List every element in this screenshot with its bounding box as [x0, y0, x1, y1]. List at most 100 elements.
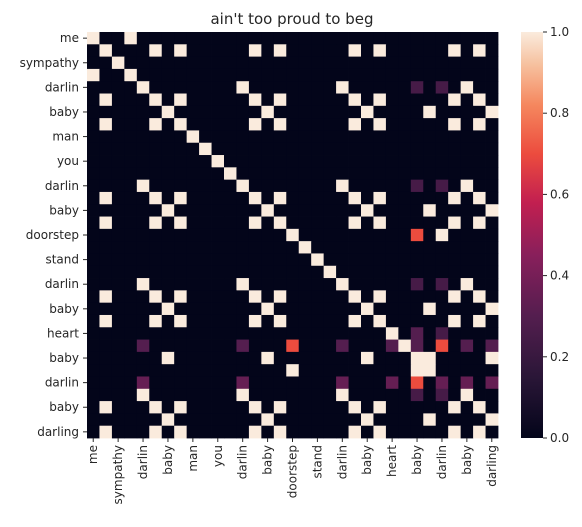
heatmap-cell-r26-c30 [460, 351, 474, 365]
heatmap-cell-r32-c17 [298, 425, 312, 439]
heatmap-cell-r27-c14 [261, 364, 275, 377]
heatmap-cell-r5-c4 [136, 93, 150, 107]
heatmap-cell-r4-c20 [336, 81, 349, 94]
heatmap-cell-r28-c31 [473, 376, 486, 390]
heatmap-cell-r32-c25 [398, 425, 412, 439]
heatmap-cell-r19-c28 [435, 265, 449, 279]
heatmap-cell-r3-c24 [385, 68, 399, 82]
heatmap-cell-r16-c12 [236, 228, 250, 242]
heatmap-cell-r11-c18 [311, 167, 325, 181]
heatmap-cell-r31-c24 [385, 413, 399, 427]
heatmap-cell-r32-c0 [87, 425, 100, 439]
colorbar-tick-label: 0.0 [550, 431, 569, 445]
heatmap-cell-r4-c6 [161, 81, 175, 94]
heatmap-cell-r19-c23 [373, 265, 387, 279]
heatmap-cell-r5-c6 [161, 93, 175, 107]
heatmap-cell-r22-c2 [111, 302, 125, 316]
heatmap-cell-r29-c0 [87, 388, 100, 402]
heatmap-cell-r10-c5 [149, 155, 163, 168]
heatmap-cell-r16-c32 [485, 228, 499, 242]
heatmap-cell-r11-c11 [224, 167, 237, 181]
heatmap-cell-r6-c20 [336, 105, 349, 119]
heatmap-cell-r3-c28 [435, 68, 449, 82]
heatmap-cell-r31-c16 [286, 413, 300, 427]
heatmap-cell-r16-c25 [398, 228, 412, 242]
heatmap-cell-r8-c0 [87, 130, 100, 144]
heatmap-cell-r1-c13 [248, 44, 262, 57]
heatmap-cell-r30-c18 [311, 401, 325, 414]
heatmap-cell-r22-c15 [273, 302, 287, 316]
heatmap-cell-r28-c29 [448, 376, 462, 390]
heatmap-cell-r17-c0 [87, 241, 100, 254]
heatmap-cell-r5-c22 [361, 93, 374, 107]
heatmap-cell-r12-c0 [87, 179, 100, 193]
heatmap-cell-r23-c4 [136, 314, 150, 328]
heatmap-cell-r22-c21 [348, 302, 362, 316]
heatmap-cell-r15-c17 [298, 216, 312, 230]
heatmap-cell-r20-c4 [136, 278, 150, 291]
heatmap-cell-r10-c30 [460, 155, 474, 168]
heatmap-cell-r11-c24 [385, 167, 399, 181]
heatmap-cell-r1-c21 [348, 44, 362, 57]
heatmap-cell-r7-c23 [373, 118, 387, 131]
heatmap-cell-r20-c29 [448, 278, 462, 291]
heatmap-cell-r8-c21 [348, 130, 362, 144]
heatmap-cell-r32-c26 [410, 425, 424, 439]
heatmap-cell-r21-c4 [136, 290, 150, 304]
heatmap-cell-r27-c18 [311, 364, 325, 377]
heatmap-cell-r9-c13 [248, 142, 262, 156]
heatmap-cell-r31-c10 [211, 413, 225, 427]
heatmap-cell-r27-c9 [199, 364, 212, 377]
heatmap-cell-r0-c15 [273, 32, 287, 45]
heatmap-cell-r5-c14 [261, 93, 275, 107]
heatmap-cell-r12-c4 [136, 179, 150, 193]
heatmap-cell-r8-c31 [473, 130, 486, 144]
heatmap-cell-r1-c3 [124, 44, 138, 57]
heatmap-cell-r31-c13 [248, 413, 262, 427]
heatmap-cell-r20-c32 [485, 278, 499, 291]
heatmap-cell-r23-c14 [261, 314, 275, 328]
heatmap-cell-r26-c28 [435, 351, 449, 365]
heatmap-cell-r16-c24 [385, 228, 399, 242]
heatmap-cell-r20-c27 [423, 278, 437, 291]
heatmap-cell-r7-c4 [136, 118, 150, 131]
heatmap-cell-r27-c20 [336, 364, 349, 377]
heatmap-cell-r12-c28 [435, 179, 449, 193]
heatmap-cell-r17-c2 [111, 241, 125, 254]
heatmap-cell-r20-c12 [236, 278, 250, 291]
heatmap-cell-r29-c19 [323, 388, 337, 402]
heatmap-cell-r7-c24 [385, 118, 399, 131]
heatmap-cell-r32-c28 [435, 425, 449, 439]
heatmap-cell-r20-c21 [348, 278, 362, 291]
heatmap-cell-r9-c18 [311, 142, 325, 156]
heatmap-cell-r11-c20 [336, 167, 349, 181]
heatmap-cell-r25-c22 [361, 339, 374, 353]
heatmap-cell-r12-c17 [298, 179, 312, 193]
heatmap-cell-r22-c9 [199, 302, 212, 316]
heatmap-cell-r27-c26 [410, 364, 424, 377]
heatmap-cell-r9-c31 [473, 142, 486, 156]
heatmap-cell-r1-c30 [460, 44, 474, 57]
heatmap-cell-r29-c8 [186, 388, 200, 402]
y-tick-label: darlin [45, 80, 79, 94]
heatmap-cell-r26-c18 [311, 351, 325, 365]
heatmap-cell-r3-c8 [186, 68, 200, 82]
heatmap-cell-r21-c27 [423, 290, 437, 304]
heatmap-cell-r23-c3 [124, 314, 138, 328]
heatmap-cell-r11-c28 [435, 167, 449, 181]
heatmap-cell-r3-c3 [124, 68, 138, 82]
heatmap-cell-r1-c14 [261, 44, 275, 57]
heatmap-cell-r11-c4 [136, 167, 150, 181]
heatmap-cell-r6-c22 [361, 105, 374, 119]
heatmap-cell-r14-c8 [186, 204, 200, 217]
heatmap-cell-r0-c23 [373, 32, 387, 45]
heatmap-cell-r17-c14 [261, 241, 275, 254]
heatmap-cell-r23-c1 [99, 314, 113, 328]
heatmap-cell-r26-c25 [398, 351, 412, 365]
heatmap-cell-r0-c25 [398, 32, 412, 45]
heatmap-cell-r1-c2 [111, 44, 125, 57]
heatmap-cell-r3-c9 [199, 68, 212, 82]
heatmap-cell-r10-c9 [199, 155, 212, 168]
heatmap-cell-r19-c29 [448, 265, 462, 279]
